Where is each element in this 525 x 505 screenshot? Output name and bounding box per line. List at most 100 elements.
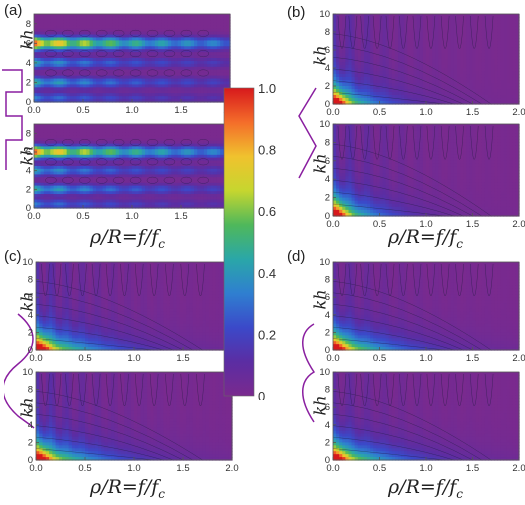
heatmap-cell — [373, 74, 377, 78]
heatmap-cell — [109, 146, 113, 150]
heatmap-cell — [438, 50, 443, 54]
heatmap-cell — [342, 77, 346, 81]
heatmap-cell — [447, 86, 452, 90]
heatmap-cell — [161, 182, 166, 187]
heatmap-cell — [115, 37, 120, 41]
heatmap-cell — [112, 31, 117, 36]
heatmap-cell — [138, 19, 143, 24]
heatmap-cell — [333, 62, 337, 66]
heatmap-cell — [83, 177, 87, 181]
heatmap-cell — [407, 68, 412, 72]
heatmap-cell — [102, 177, 107, 181]
heatmap-cell — [457, 56, 461, 60]
heatmap-cell — [370, 74, 374, 78]
heatmap-cell — [410, 44, 415, 48]
heatmap-cell — [118, 182, 123, 187]
heatmap-cell — [73, 132, 78, 136]
heatmap-cell — [181, 58, 185, 62]
heatmap-cell — [357, 74, 362, 78]
heatmap-cell — [194, 129, 198, 133]
heatmap-cell — [105, 174, 110, 178]
heatmap-cell — [184, 58, 189, 62]
heatmap-cell — [413, 77, 418, 81]
heatmap-cell — [76, 31, 81, 36]
heatmap-cell — [429, 83, 433, 87]
heatmap-cell — [360, 80, 365, 84]
heatmap-cell — [216, 99, 221, 103]
heatmap-cell — [135, 138, 140, 142]
heatmap-cell — [197, 143, 202, 147]
heatmap-cell — [171, 46, 176, 50]
heatmap-cell — [145, 81, 149, 85]
heatmap-cell — [342, 71, 346, 75]
heatmap-cell — [158, 191, 162, 195]
heatmap-cell — [138, 205, 143, 209]
heatmap-cell — [367, 56, 371, 60]
heatmap-cell — [73, 124, 78, 128]
heatmap-cell — [404, 77, 408, 81]
heatmap-cell — [216, 168, 221, 173]
heatmap-cell — [174, 69, 179, 74]
heatmap-cell — [43, 40, 48, 44]
heatmap-cell — [200, 63, 205, 68]
heatmap-cell — [158, 138, 162, 142]
heatmap-cell — [364, 53, 368, 57]
heatmap-cell — [164, 163, 169, 167]
heatmap-cell — [370, 17, 374, 21]
heatmap-cell — [164, 126, 169, 131]
heatmap-cell — [132, 199, 136, 203]
heatmap-cell — [382, 95, 387, 99]
heatmap-cell — [450, 98, 455, 102]
heatmap-cell — [99, 16, 104, 21]
heatmap-cell — [370, 95, 374, 99]
heatmap-cell — [115, 81, 120, 85]
heatmap-cell — [213, 46, 218, 50]
heatmap-cell — [213, 43, 218, 47]
heatmap-cell — [89, 69, 94, 74]
heatmap-cell — [419, 68, 424, 72]
heatmap-cell — [76, 34, 81, 39]
heatmap-cell — [83, 196, 87, 201]
heatmap-cell — [197, 126, 202, 131]
heatmap-cell — [174, 22, 179, 27]
heatmap-cell — [357, 68, 362, 72]
heatmap-cell — [184, 180, 189, 184]
heatmap-cell — [102, 96, 107, 100]
heatmap-cell — [99, 49, 104, 53]
heatmap-cell — [34, 188, 38, 192]
heatmap-cell — [161, 37, 166, 41]
heatmap-cell — [128, 199, 133, 203]
heatmap-cell — [76, 180, 81, 184]
heatmap-cell — [370, 92, 374, 96]
heatmap-cell — [336, 50, 340, 54]
heatmap-cell — [109, 177, 113, 181]
heatmap-cell — [370, 20, 374, 24]
heatmap-cell — [63, 99, 68, 103]
heatmap-cell — [447, 53, 452, 57]
heatmap-cell — [181, 63, 185, 68]
heatmap-cell — [73, 87, 78, 91]
heatmap-cell — [213, 22, 218, 27]
heatmap-cell — [226, 81, 231, 85]
heatmap-cell — [96, 177, 100, 181]
heatmap-cell — [171, 146, 176, 150]
heatmap-cell — [210, 202, 215, 206]
heatmap-cell — [122, 84, 127, 88]
heatmap-cell — [83, 160, 87, 164]
heatmap-cell — [197, 132, 202, 136]
heatmap-cell — [450, 29, 455, 33]
heatmap-cell — [197, 22, 202, 27]
heatmap-cell — [177, 99, 182, 103]
heatmap-cell — [151, 126, 156, 131]
heatmap-cell — [158, 152, 162, 156]
heatmap-cell — [151, 149, 156, 153]
heatmap-cell — [457, 77, 461, 81]
heatmap-cell — [416, 44, 421, 48]
heatmap-cell — [37, 72, 42, 77]
heatmap-cell — [167, 84, 172, 88]
heatmap-cell — [364, 17, 368, 21]
heatmap-cell — [348, 56, 353, 60]
heatmap-cell — [167, 143, 172, 147]
heatmap-cell — [203, 185, 208, 189]
heatmap-cell — [181, 84, 185, 88]
